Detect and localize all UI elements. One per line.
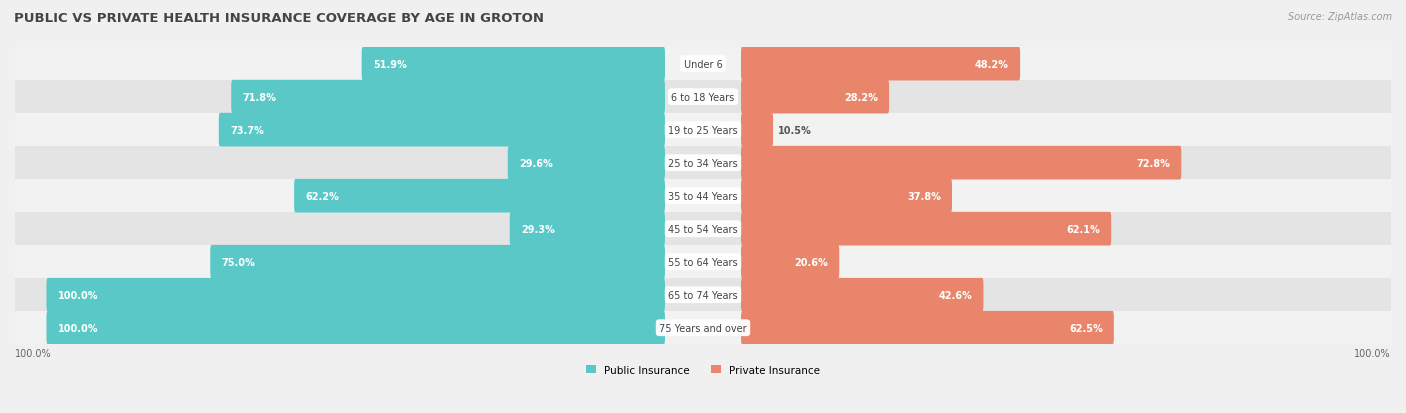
Text: 75.0%: 75.0%: [221, 257, 254, 267]
FancyBboxPatch shape: [361, 47, 665, 81]
Text: 100.0%: 100.0%: [15, 348, 52, 358]
FancyBboxPatch shape: [741, 179, 952, 213]
Text: PUBLIC VS PRIVATE HEALTH INSURANCE COVERAGE BY AGE IN GROTON: PUBLIC VS PRIVATE HEALTH INSURANCE COVER…: [14, 12, 544, 25]
FancyBboxPatch shape: [15, 213, 1391, 246]
Text: 37.8%: 37.8%: [907, 191, 941, 201]
FancyBboxPatch shape: [15, 311, 1391, 344]
FancyBboxPatch shape: [741, 114, 773, 147]
FancyBboxPatch shape: [741, 278, 983, 312]
Text: 10.5%: 10.5%: [779, 126, 813, 135]
FancyBboxPatch shape: [741, 212, 1111, 246]
FancyBboxPatch shape: [219, 114, 665, 147]
FancyBboxPatch shape: [15, 278, 1391, 311]
Text: Source: ZipAtlas.com: Source: ZipAtlas.com: [1288, 12, 1392, 22]
FancyBboxPatch shape: [15, 114, 1391, 147]
FancyBboxPatch shape: [15, 147, 1391, 180]
Text: 45 to 54 Years: 45 to 54 Years: [668, 224, 738, 234]
Text: 65 to 74 Years: 65 to 74 Years: [668, 290, 738, 300]
FancyBboxPatch shape: [46, 311, 665, 345]
Text: 62.1%: 62.1%: [1066, 224, 1099, 234]
FancyBboxPatch shape: [741, 47, 1021, 81]
Text: 29.3%: 29.3%: [520, 224, 554, 234]
Text: 55 to 64 Years: 55 to 64 Years: [668, 257, 738, 267]
Text: 6 to 18 Years: 6 to 18 Years: [672, 93, 734, 102]
Text: 29.6%: 29.6%: [519, 158, 553, 168]
Text: 62.5%: 62.5%: [1069, 323, 1102, 333]
Text: 73.7%: 73.7%: [231, 126, 264, 135]
Text: 42.6%: 42.6%: [939, 290, 973, 300]
FancyBboxPatch shape: [741, 311, 1114, 345]
FancyBboxPatch shape: [15, 246, 1391, 278]
FancyBboxPatch shape: [741, 147, 1181, 180]
FancyBboxPatch shape: [294, 179, 665, 213]
Text: 100.0%: 100.0%: [1354, 348, 1391, 358]
Text: 100.0%: 100.0%: [58, 290, 98, 300]
FancyBboxPatch shape: [510, 212, 665, 246]
Text: 51.9%: 51.9%: [373, 59, 406, 69]
Text: 28.2%: 28.2%: [844, 93, 877, 102]
FancyBboxPatch shape: [231, 81, 665, 114]
FancyBboxPatch shape: [15, 48, 1391, 81]
FancyBboxPatch shape: [211, 245, 665, 279]
Text: 62.2%: 62.2%: [305, 191, 339, 201]
FancyBboxPatch shape: [15, 81, 1391, 114]
FancyBboxPatch shape: [741, 245, 839, 279]
FancyBboxPatch shape: [508, 147, 665, 180]
Text: 48.2%: 48.2%: [976, 59, 1010, 69]
Legend: Public Insurance, Private Insurance: Public Insurance, Private Insurance: [585, 365, 821, 375]
Text: 75 Years and over: 75 Years and over: [659, 323, 747, 333]
Text: 71.8%: 71.8%: [242, 93, 276, 102]
FancyBboxPatch shape: [15, 180, 1391, 213]
Text: Under 6: Under 6: [683, 59, 723, 69]
Text: 72.8%: 72.8%: [1136, 158, 1170, 168]
Text: 100.0%: 100.0%: [58, 323, 98, 333]
Text: 20.6%: 20.6%: [794, 257, 828, 267]
FancyBboxPatch shape: [741, 81, 889, 114]
Text: 35 to 44 Years: 35 to 44 Years: [668, 191, 738, 201]
FancyBboxPatch shape: [46, 278, 665, 312]
Text: 25 to 34 Years: 25 to 34 Years: [668, 158, 738, 168]
Text: 19 to 25 Years: 19 to 25 Years: [668, 126, 738, 135]
